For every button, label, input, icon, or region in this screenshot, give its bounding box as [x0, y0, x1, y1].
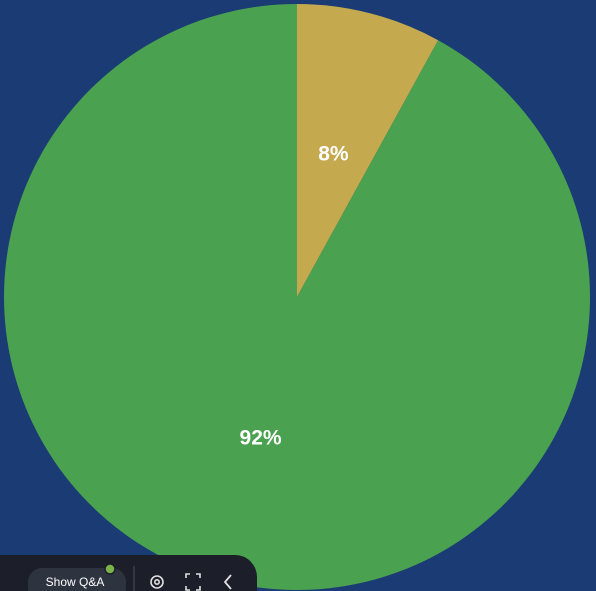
show-qa-label: Show Q&A	[46, 575, 105, 589]
slice-label: 92%	[240, 426, 282, 449]
collapse-icon[interactable]	[223, 574, 232, 590]
notification-dot	[104, 563, 116, 575]
pie-slice	[3, 4, 590, 590]
slice-label: 8%	[318, 143, 349, 166]
fullscreen-icon[interactable]	[185, 573, 201, 591]
show-qa-button[interactable]	[28, 568, 126, 591]
toolbar: Show Q&A	[0, 555, 257, 591]
pie-chart: 8% 92%	[3, 4, 590, 590]
settings-icon[interactable]	[150, 575, 164, 589]
pie-slice	[297, 4, 439, 297]
